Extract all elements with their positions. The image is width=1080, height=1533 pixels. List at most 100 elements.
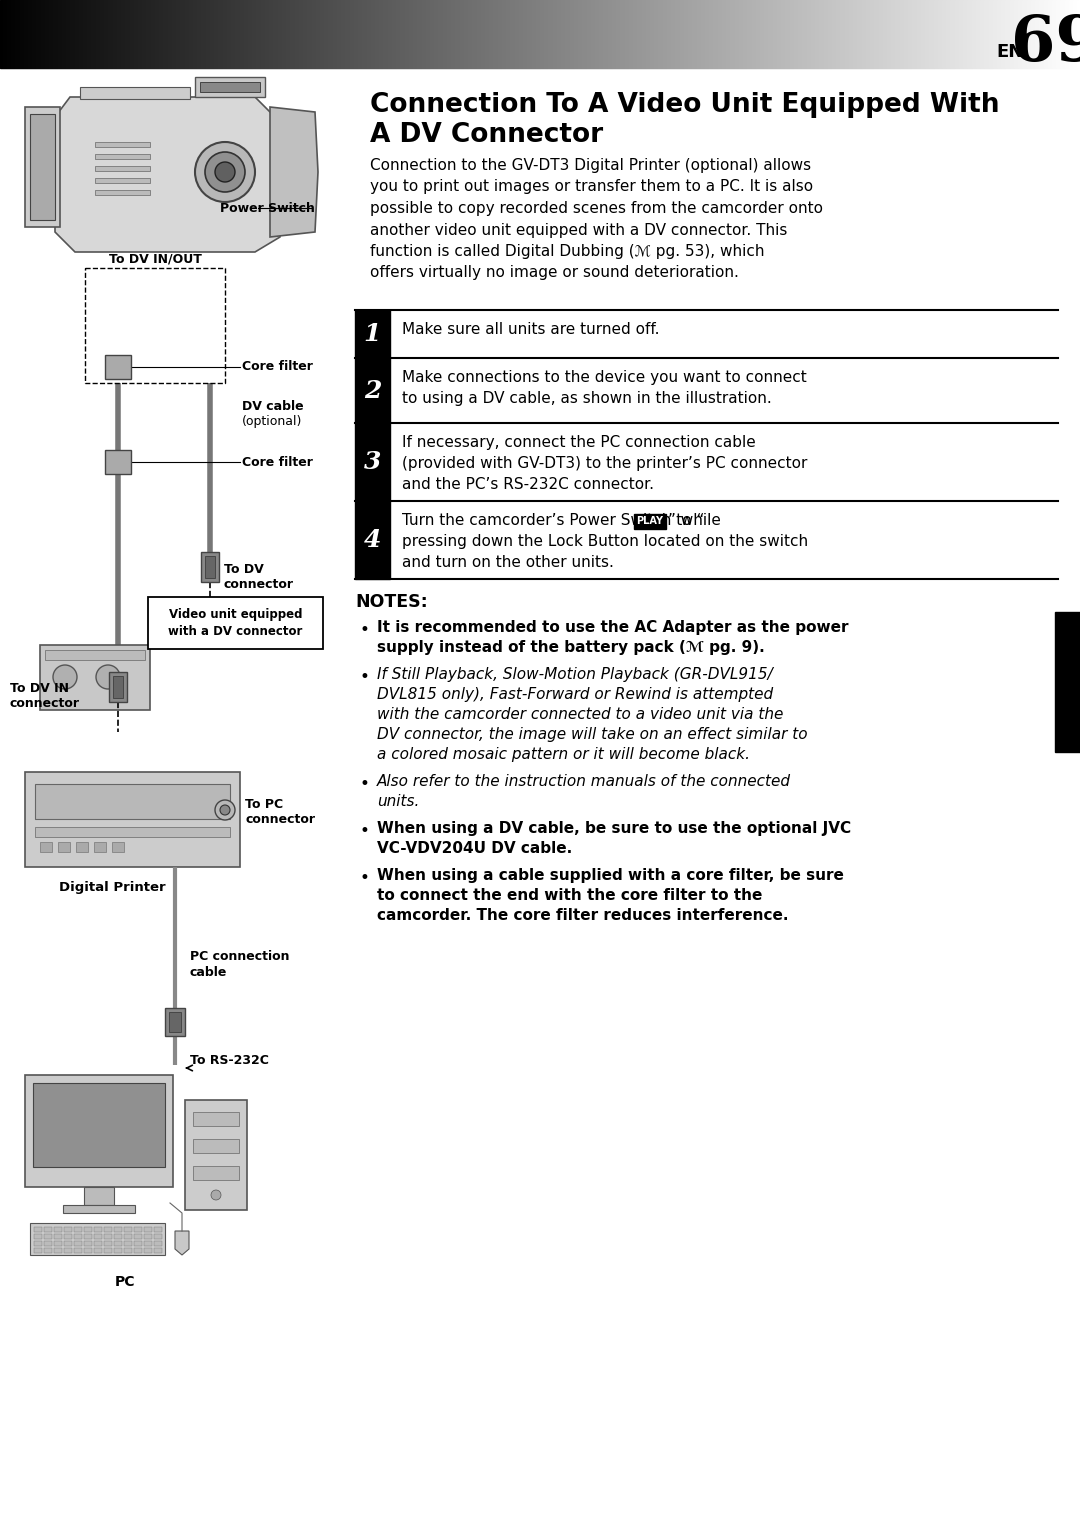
Text: (optional): (optional): [242, 415, 302, 429]
Bar: [114, 1226, 122, 1233]
Bar: [80, 87, 190, 100]
Bar: [104, 1226, 112, 1233]
Bar: [94, 1248, 102, 1252]
Bar: [165, 1009, 185, 1036]
Bar: [355, 423, 390, 501]
Bar: [113, 676, 123, 698]
Text: a colored mosaic pattern or it will become black.: a colored mosaic pattern or it will beco…: [377, 747, 750, 762]
Text: Turn the camcorder’s Power Switch to “: Turn the camcorder’s Power Switch to “: [402, 514, 704, 527]
Text: When using a DV cable, be sure to use the optional JVC: When using a DV cable, be sure to use th…: [377, 822, 851, 835]
Text: Digital Printer: Digital Printer: [59, 881, 166, 894]
Bar: [35, 826, 230, 837]
Text: PC connection: PC connection: [190, 950, 289, 963]
Bar: [134, 1234, 141, 1239]
Bar: [148, 596, 323, 648]
Text: To DV IN/OUT: To DV IN/OUT: [109, 251, 202, 265]
Bar: [25, 773, 240, 868]
Bar: [134, 1248, 141, 1252]
Text: A DV Connector: A DV Connector: [370, 123, 603, 149]
Bar: [75, 1248, 82, 1252]
Text: 1: 1: [364, 322, 381, 346]
Text: Also refer to the instruction manuals of the connected: Also refer to the instruction manuals of…: [377, 774, 791, 789]
Text: pressing down the Lock Button located on the switch: pressing down the Lock Button located on…: [402, 533, 808, 549]
Text: VC-VDV204U DV cable.: VC-VDV204U DV cable.: [377, 842, 572, 855]
Text: Core filter: Core filter: [242, 455, 313, 469]
Text: To PC: To PC: [245, 799, 283, 811]
Bar: [124, 1226, 132, 1233]
Bar: [94, 1226, 102, 1233]
Text: To DV: To DV: [224, 563, 264, 576]
Bar: [154, 1248, 162, 1252]
Bar: [40, 645, 150, 710]
Bar: [58, 842, 70, 852]
Bar: [33, 1234, 42, 1239]
Text: to connect the end with the core filter to the: to connect the end with the core filter …: [377, 888, 762, 903]
Polygon shape: [175, 1231, 189, 1256]
Text: To DV IN: To DV IN: [10, 682, 69, 694]
Text: To RS-232C: To RS-232C: [190, 1055, 269, 1067]
Bar: [185, 1101, 247, 1210]
Bar: [76, 842, 87, 852]
Text: •: •: [359, 869, 369, 888]
Text: It is recommended to use the AC Adapter as the power: It is recommended to use the AC Adapter …: [377, 619, 849, 635]
Text: offers virtually no image or sound deterioration.: offers virtually no image or sound deter…: [370, 265, 739, 281]
Bar: [54, 1248, 62, 1252]
Text: If Still Playback, Slow-Motion Playback (GR-DVL915/: If Still Playback, Slow-Motion Playback …: [377, 667, 773, 682]
Bar: [1055, 612, 1080, 753]
Text: •: •: [359, 668, 369, 685]
Bar: [95, 166, 150, 172]
Text: PLAY: PLAY: [636, 517, 663, 526]
Text: ” while: ” while: [667, 514, 720, 527]
Text: Power Switch: Power Switch: [220, 201, 315, 215]
Bar: [94, 1242, 102, 1246]
Bar: [64, 1248, 72, 1252]
Bar: [95, 190, 150, 195]
Bar: [112, 842, 124, 852]
Bar: [355, 501, 390, 579]
Text: 4: 4: [364, 527, 381, 552]
Bar: [201, 552, 219, 583]
Bar: [154, 1226, 162, 1233]
Bar: [84, 1226, 92, 1233]
Text: DV connector, the image will take on an effect similar to: DV connector, the image will take on an …: [377, 727, 808, 742]
Text: function is called Digital Dubbing (ℳ pg. 53), which: function is called Digital Dubbing (ℳ pg…: [370, 244, 765, 259]
Bar: [84, 1187, 114, 1205]
Bar: [95, 178, 150, 182]
Bar: [144, 1248, 152, 1252]
Circle shape: [53, 665, 77, 688]
Circle shape: [215, 162, 235, 182]
Text: •: •: [359, 822, 369, 840]
Circle shape: [211, 1190, 221, 1200]
Bar: [104, 1234, 112, 1239]
Text: and turn on the other units.: and turn on the other units.: [402, 555, 613, 570]
Bar: [355, 310, 390, 359]
Text: DV cable: DV cable: [242, 400, 303, 412]
Bar: [154, 1234, 162, 1239]
Text: When using a cable supplied with a core filter, be sure: When using a cable supplied with a core …: [377, 868, 843, 883]
Bar: [193, 1111, 239, 1127]
Bar: [193, 1139, 239, 1153]
Bar: [94, 842, 106, 852]
Text: camcorder. The core filter reduces interference.: camcorder. The core filter reduces inter…: [377, 908, 788, 923]
Bar: [95, 143, 150, 147]
Bar: [193, 1167, 239, 1180]
Bar: [44, 1226, 52, 1233]
Text: Video unit equipped: Video unit equipped: [168, 609, 302, 621]
Text: PC: PC: [114, 1275, 135, 1289]
Bar: [33, 1226, 42, 1233]
Polygon shape: [200, 81, 260, 92]
Text: If necessary, connect the PC connection cable: If necessary, connect the PC connection …: [402, 435, 756, 451]
Polygon shape: [270, 107, 318, 238]
Bar: [40, 842, 52, 852]
Bar: [114, 1248, 122, 1252]
Bar: [114, 1234, 122, 1239]
Bar: [44, 1242, 52, 1246]
Text: you to print out images or transfer them to a PC. It is also: you to print out images or transfer them…: [370, 179, 813, 195]
Bar: [33, 1248, 42, 1252]
Bar: [105, 356, 131, 379]
Bar: [54, 1242, 62, 1246]
Text: •: •: [359, 776, 369, 793]
Bar: [44, 1234, 52, 1239]
Text: Core filter: Core filter: [242, 360, 313, 374]
Text: possible to copy recorded scenes from the camcorder onto: possible to copy recorded scenes from th…: [370, 201, 823, 216]
